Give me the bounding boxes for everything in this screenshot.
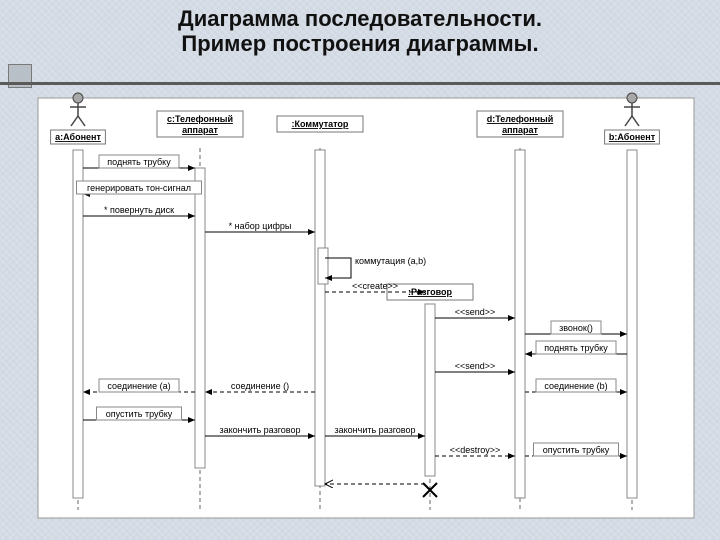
object-label: аппарат (182, 125, 218, 135)
message-label: закончить разговор (335, 425, 416, 435)
message-label: <<send>> (455, 307, 496, 317)
object-label: :Коммутатор (292, 119, 349, 129)
message-label: соединение (a) (107, 381, 170, 391)
object-label: d:Телефонный (487, 114, 554, 124)
sequence-diagram: a:Абонентc:Телефонныйаппарат:Коммутатор:… (0, 0, 720, 540)
message-label: закончить разговор (220, 425, 301, 435)
message-label: генерировать тон-сигнал (87, 183, 191, 193)
message-label: опустить трубку (106, 409, 173, 419)
message-label: * повернуть диск (104, 205, 174, 215)
message-label: <<send>> (455, 361, 496, 371)
message-label: соединение () (231, 381, 289, 391)
activation-bar (73, 150, 83, 498)
message-label: соединение (b) (544, 381, 607, 391)
message-label: * набор цифры (229, 221, 292, 231)
activation-bar (318, 248, 328, 284)
object-label: аппарат (502, 125, 538, 135)
message-label: поднять трубку (544, 343, 608, 353)
activation-bar (515, 150, 525, 498)
message-label: звонок() (559, 323, 593, 333)
message-label: поднять трубку (107, 157, 171, 167)
object-label: :Разговор (408, 287, 453, 297)
message-label: коммутация (a,b) (355, 256, 426, 266)
message-label: опустить трубку (543, 445, 610, 455)
message-label: <<destroy>> (450, 445, 501, 455)
activation-bar (195, 168, 205, 468)
message-label: <<create>> (352, 281, 398, 291)
activation-bar (425, 304, 435, 476)
actor-head-icon (73, 93, 83, 103)
activation-bar (627, 150, 637, 498)
activation-bar (315, 150, 325, 486)
actor-label: b:Абонент (609, 132, 656, 142)
actor-head-icon (627, 93, 637, 103)
actor-label: a:Абонент (55, 132, 101, 142)
object-label: c:Телефонный (167, 114, 233, 124)
